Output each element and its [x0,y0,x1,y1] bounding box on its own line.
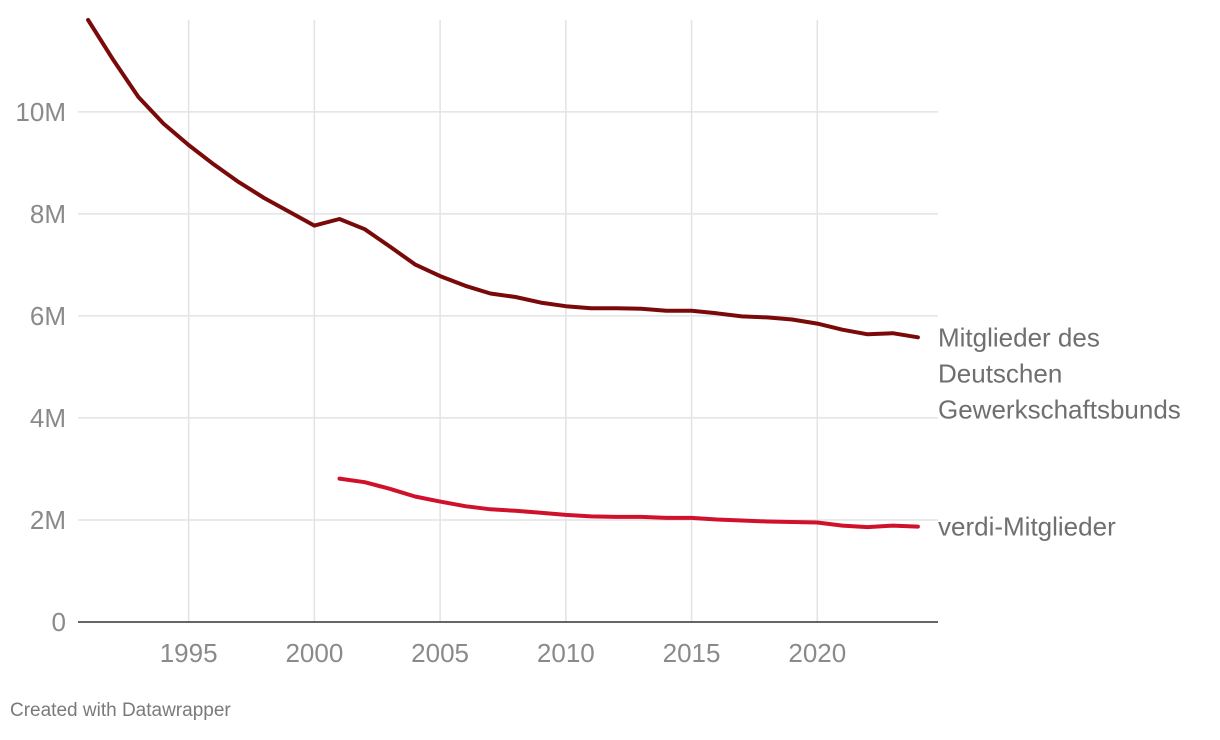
x-tick-label: 2000 [285,638,343,668]
y-tick-label: 10M [15,97,66,127]
chart-canvas: 0 2M 4M 6M 8M 10M 1995 2000 2005 2010 2015 2020 Mi… [15,18,1181,668]
x-tick-label: 2010 [537,638,595,668]
y-tick-label: 8M [30,199,66,229]
series-labels: Mitglieder des Deutschen Gewerkschaftsbund… [938,322,1181,541]
x-tick-label: 2015 [663,638,721,668]
series-lines [86,18,920,530]
x-tick-label: 1995 [160,638,218,668]
x-tick-label: 2005 [411,638,469,668]
y-tick-label: 2M [30,505,66,535]
series-label-line: Gewerkschaftsbunds [938,394,1181,424]
y-tick-label: 0 [52,607,66,637]
y-axis-ticks: 0 2M 4M 6M 8M 10M [15,97,66,637]
y-tick-label: 6M [30,301,66,331]
series-label-line: Deutschen [938,358,1062,388]
series-line-0 [86,18,920,340]
series-line-1 [337,476,920,530]
gridlines [78,20,938,622]
x-tick-label: 2020 [788,638,846,668]
footer-credit: Created with Datawrapper [10,700,231,721]
x-axis-ticks: 1995 2000 2005 2010 2015 2020 [160,638,846,668]
series-label-line: Mitglieder des [938,322,1100,352]
y-tick-label: 4M [30,403,66,433]
series-label-line: verdi-Mitglieder [938,512,1116,542]
